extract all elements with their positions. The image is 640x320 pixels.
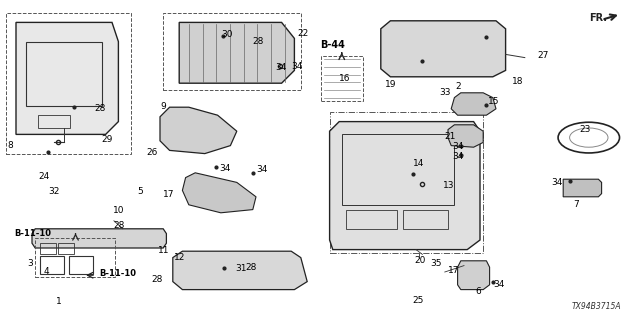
Polygon shape	[16, 22, 118, 134]
Polygon shape	[182, 173, 256, 213]
Text: 31: 31	[236, 264, 247, 273]
Text: B-11-10: B-11-10	[99, 269, 136, 278]
Text: 17: 17	[448, 266, 460, 275]
Text: 28: 28	[245, 263, 257, 272]
Text: 34: 34	[291, 62, 303, 71]
Text: 34: 34	[256, 165, 268, 174]
Bar	[40, 243, 56, 254]
Text: 5: 5	[138, 188, 143, 196]
Bar	[321, 56, 363, 101]
Text: 27: 27	[538, 51, 549, 60]
Text: 30: 30	[221, 30, 232, 39]
Text: 33: 33	[440, 88, 451, 97]
Text: 29: 29	[101, 135, 113, 144]
Text: 34: 34	[452, 152, 463, 161]
Text: 1: 1	[56, 297, 62, 306]
Text: 25: 25	[413, 296, 424, 305]
Text: 28: 28	[95, 104, 106, 113]
Bar	[38, 115, 70, 128]
Text: 34: 34	[552, 178, 563, 187]
Text: 13: 13	[443, 181, 454, 190]
Text: 17: 17	[163, 190, 175, 199]
Polygon shape	[173, 251, 307, 290]
Text: 3: 3	[27, 260, 33, 268]
Polygon shape	[458, 261, 490, 290]
Bar	[342, 134, 454, 205]
Text: 24: 24	[38, 172, 50, 180]
Text: B-44: B-44	[320, 40, 345, 50]
Text: 11: 11	[158, 246, 170, 255]
Text: 34: 34	[493, 280, 505, 289]
Text: 7: 7	[573, 200, 579, 209]
Text: TX94B3715A: TX94B3715A	[571, 302, 621, 311]
Bar	[6, 13, 131, 154]
Text: 6: 6	[475, 287, 481, 296]
Text: 8: 8	[8, 141, 13, 150]
Text: 14: 14	[413, 159, 424, 168]
Text: 4: 4	[44, 267, 49, 276]
Polygon shape	[381, 21, 506, 77]
Text: 2: 2	[456, 82, 461, 91]
Text: 28: 28	[152, 275, 163, 284]
Text: 28: 28	[113, 221, 125, 230]
Text: 34: 34	[275, 63, 287, 72]
Polygon shape	[32, 229, 166, 248]
Bar	[330, 112, 483, 253]
Bar	[40, 256, 64, 274]
Polygon shape	[451, 93, 496, 115]
Text: 34: 34	[452, 142, 463, 151]
Polygon shape	[448, 125, 483, 147]
Polygon shape	[179, 22, 294, 83]
Bar	[69, 256, 93, 274]
Text: 28: 28	[253, 37, 264, 46]
Text: 12: 12	[174, 253, 186, 262]
Text: 35: 35	[430, 260, 442, 268]
Bar	[26, 42, 102, 106]
Text: 9: 9	[160, 102, 166, 111]
Bar	[403, 210, 448, 229]
Bar	[346, 210, 397, 229]
Text: 23: 23	[579, 125, 591, 134]
Text: 34: 34	[220, 164, 231, 173]
Text: FR.: FR.	[589, 12, 607, 23]
Text: 10: 10	[113, 206, 125, 215]
Text: 19: 19	[385, 80, 396, 89]
Bar	[163, 13, 301, 90]
Text: B-11-10: B-11-10	[14, 229, 51, 238]
Text: 18: 18	[512, 77, 524, 86]
Polygon shape	[563, 179, 602, 197]
Text: 21: 21	[445, 132, 456, 141]
Text: 20: 20	[415, 256, 426, 265]
Polygon shape	[330, 122, 480, 250]
Polygon shape	[160, 107, 237, 154]
Text: 22: 22	[298, 29, 309, 38]
Bar	[58, 243, 74, 254]
Text: 16: 16	[339, 74, 351, 83]
Bar	[35, 238, 115, 277]
Text: 32: 32	[48, 188, 60, 196]
Text: 15: 15	[488, 97, 500, 106]
Text: 26: 26	[146, 148, 157, 156]
